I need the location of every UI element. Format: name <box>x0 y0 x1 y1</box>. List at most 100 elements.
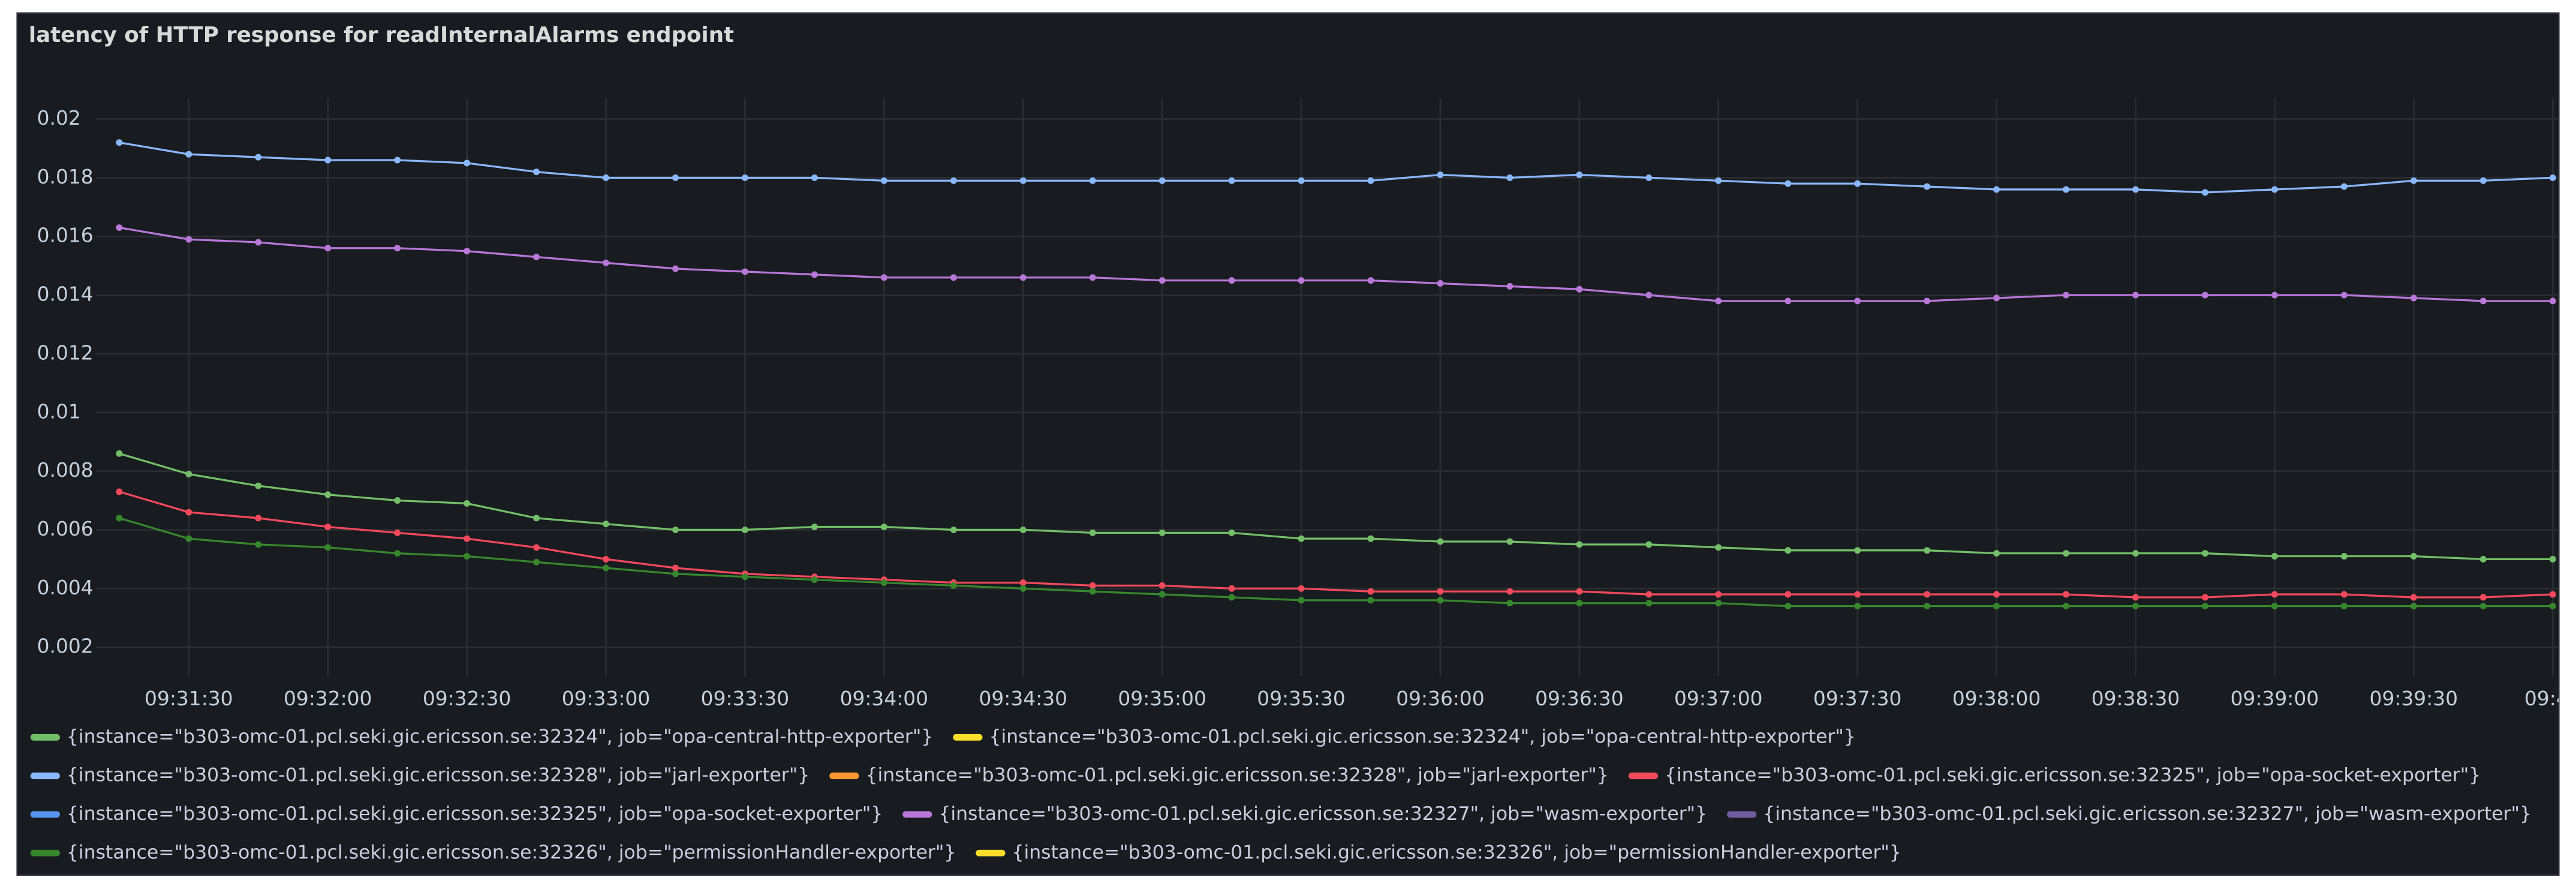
data-point <box>2479 594 2487 601</box>
data-point <box>185 535 192 542</box>
data-point <box>2201 189 2208 196</box>
legend-item: {instance="b303-omc-01.pcl.seki.gic.eric… <box>953 726 1856 747</box>
data-point <box>1019 274 1027 281</box>
data-point <box>2132 186 2139 193</box>
data-point <box>1784 180 1792 187</box>
data-point <box>1993 186 2000 193</box>
series-line <box>119 517 2553 608</box>
y-tick-label: 0.02 <box>37 107 81 130</box>
data-point <box>950 177 957 184</box>
data-point <box>1645 591 1653 598</box>
data-point <box>2410 594 2417 601</box>
data-point <box>2271 186 2278 193</box>
data-point <box>1784 591 1792 598</box>
data-point <box>811 576 818 584</box>
y-tick-label: 0.016 <box>37 224 94 247</box>
data-point <box>255 515 262 522</box>
x-tick-label: 09:33:30 <box>701 687 790 710</box>
data-point <box>811 524 818 531</box>
data-point <box>2201 550 2208 557</box>
x-tick-label: 09:39:00 <box>2231 687 2319 710</box>
data-point <box>533 558 540 566</box>
data-point <box>324 491 332 498</box>
legend-label: {instance="b303-omc-01.pcl.seki.gic.eric… <box>67 803 883 825</box>
data-point <box>672 564 679 572</box>
panel-content: latency of HTTP response for readInterna… <box>29 23 2576 863</box>
data-point <box>2201 291 2208 299</box>
legend-label: {instance="b303-omc-01.pcl.seki.gic.eric… <box>67 726 933 747</box>
data-point <box>1228 585 1235 592</box>
data-point <box>1437 597 1444 604</box>
data-point <box>1645 541 1653 548</box>
legend-item: {instance="b303-omc-01.pcl.seki.gic.eric… <box>1628 765 2481 786</box>
x-tick-label: 09:38:00 <box>1952 687 2041 710</box>
data-point <box>1437 588 1444 595</box>
data-point <box>255 541 262 548</box>
data-point <box>1715 297 1722 305</box>
legend-item: {instance="b303-omc-01.pcl.seki.gic.eric… <box>30 841 956 863</box>
data-point <box>1228 529 1235 536</box>
data-point <box>185 236 192 243</box>
data-point <box>1158 582 1166 589</box>
data-point <box>741 268 748 275</box>
data-point <box>1715 600 1722 607</box>
data-point <box>880 524 887 531</box>
data-point <box>1784 297 1792 305</box>
data-point <box>2063 550 2070 557</box>
data-point <box>603 174 610 181</box>
data-point <box>2479 177 2487 184</box>
data-point <box>1924 547 1931 554</box>
data-point <box>2271 291 2278 299</box>
data-point <box>1298 177 1305 184</box>
data-point <box>2063 186 2070 193</box>
data-point <box>2063 291 2070 299</box>
legend-item: {instance="b303-omc-01.pcl.seki.gic.eric… <box>30 765 809 786</box>
x-tick-label: 09:36:30 <box>1535 687 1624 710</box>
data-point <box>2410 294 2417 302</box>
y-tick-label: 0.008 <box>37 459 94 482</box>
legend-item: {instance="b303-omc-01.pcl.seki.gic.eric… <box>30 726 933 747</box>
legend-label: {instance="b303-omc-01.pcl.seki.gic.eric… <box>1665 765 2481 786</box>
data-point <box>950 526 957 533</box>
data-point <box>1089 529 1096 536</box>
legend-item: {instance="b303-omc-01.pcl.seki.gic.eric… <box>1727 803 2532 825</box>
data-point <box>1019 177 1027 184</box>
data-point <box>324 245 332 252</box>
legend-label: {instance="b303-omc-01.pcl.seki.gic.eric… <box>865 765 1608 786</box>
data-point <box>1715 177 1722 184</box>
data-point <box>1993 294 2000 302</box>
data-point <box>880 177 887 184</box>
data-point <box>1089 588 1096 595</box>
x-tick-label: 09:40 <box>2524 687 2576 710</box>
data-point <box>1854 603 1861 610</box>
data-point <box>1158 591 1166 598</box>
data-point <box>1645 291 1653 299</box>
data-point <box>1437 172 1444 178</box>
data-point <box>1924 603 1931 610</box>
data-point <box>1228 177 1235 184</box>
legend-label: {instance="b303-omc-01.pcl.seki.gic.eric… <box>1012 841 1901 863</box>
data-point <box>1437 538 1444 545</box>
x-tick-label: 09:36:00 <box>1396 687 1485 710</box>
legend-label: {instance="b303-omc-01.pcl.seki.gic.eric… <box>67 841 956 863</box>
series-line <box>119 142 2553 194</box>
data-point <box>811 174 818 181</box>
data-point <box>2271 603 2278 610</box>
data-point <box>1367 277 1374 284</box>
data-point <box>950 274 957 281</box>
data-point <box>394 497 401 504</box>
x-tick-label: 09:35:30 <box>1257 687 1346 710</box>
data-point <box>2549 174 2556 181</box>
data-point <box>1228 594 1235 601</box>
x-tick-label: 09:32:30 <box>423 687 511 710</box>
data-point <box>1367 535 1374 542</box>
data-point <box>2132 594 2139 601</box>
data-point <box>1645 600 1653 607</box>
data-point <box>1506 588 1513 595</box>
data-point <box>464 500 471 507</box>
x-tick-label: 09:35:00 <box>1118 687 1206 710</box>
data-point <box>255 482 262 489</box>
data-point <box>1576 285 1583 293</box>
data-point <box>741 526 748 533</box>
data-point <box>116 224 123 231</box>
